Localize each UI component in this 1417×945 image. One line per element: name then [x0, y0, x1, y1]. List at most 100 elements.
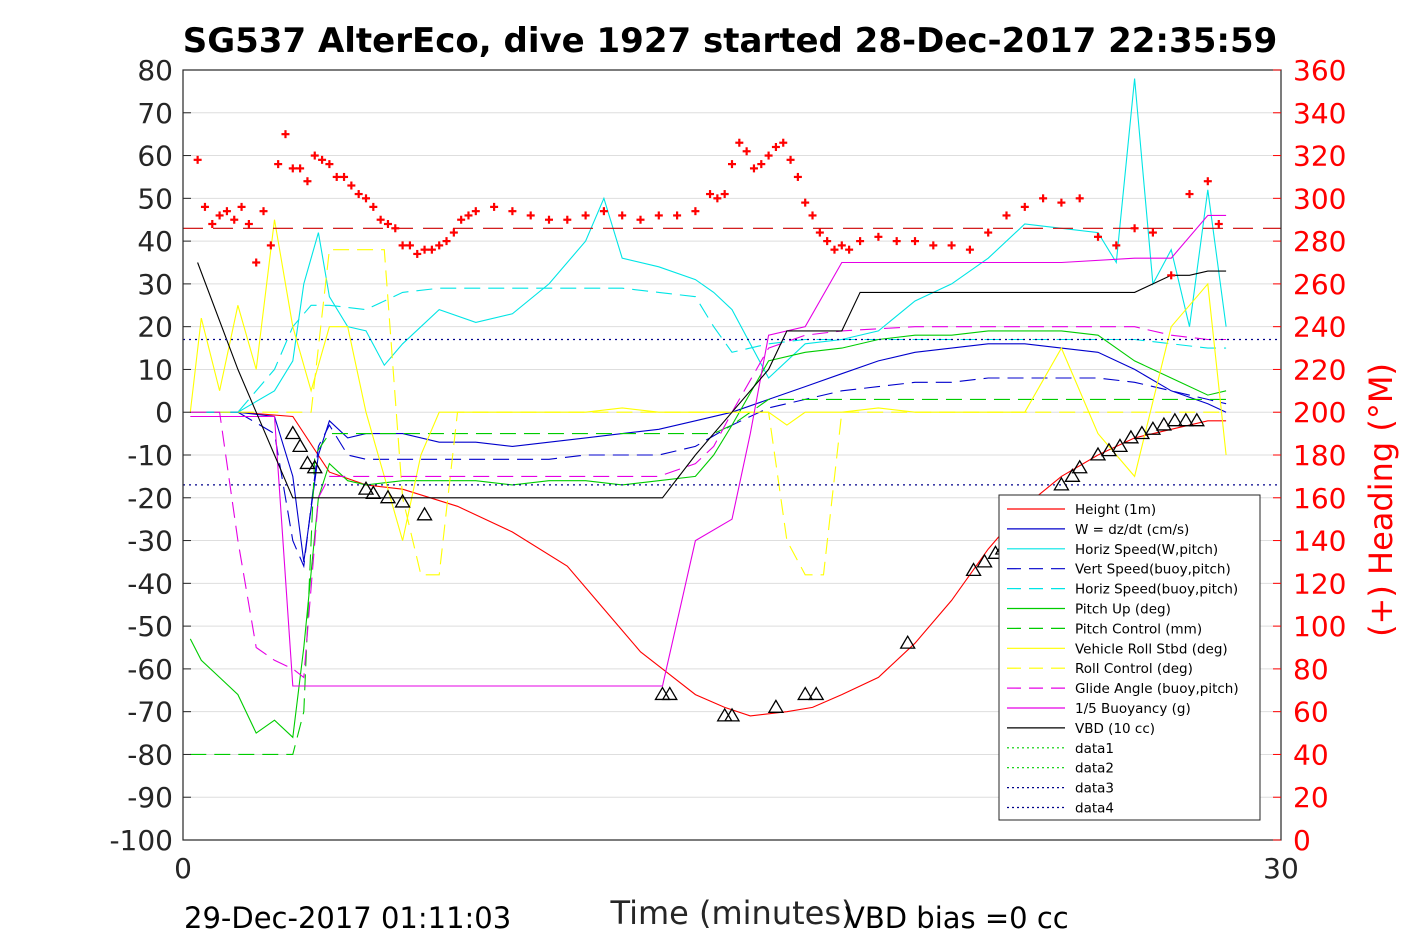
state-marker	[808, 686, 825, 701]
state-marker	[797, 686, 814, 701]
state-marker	[661, 686, 678, 701]
heading-point	[1185, 190, 1194, 199]
legend-entry: Glide Angle (buoy,pitch)	[1075, 681, 1239, 697]
heading-point	[296, 164, 305, 173]
state-marker	[284, 425, 301, 440]
heading-point	[742, 147, 751, 156]
state-marker	[1133, 425, 1151, 440]
heading-point	[354, 190, 363, 199]
heading-point	[1075, 194, 1084, 203]
heading-point	[793, 172, 802, 181]
heading-point	[713, 194, 722, 203]
y-tick-label: -70	[127, 696, 173, 729]
y-tick-label: -40	[127, 567, 173, 600]
state-marker	[1053, 476, 1070, 491]
legend-entry: Height (1m)	[1075, 502, 1156, 518]
heading-point	[654, 211, 663, 220]
heading-point	[449, 228, 458, 237]
y-right-tick-label: 120	[1293, 567, 1346, 600]
state-marker	[1177, 412, 1194, 427]
heading-point	[442, 237, 451, 246]
y-right-tick-label: 80	[1293, 653, 1329, 686]
y-axis-right-label: (+) Heading (°M)	[1362, 363, 1400, 637]
series-line-2	[190, 78, 1227, 413]
heading-point	[405, 241, 414, 250]
heading-point	[1214, 220, 1223, 228]
heading-point	[369, 202, 378, 211]
heading-point	[779, 138, 788, 147]
state-marker	[1064, 468, 1081, 482]
series-line-11	[197, 262, 1227, 499]
y-tick-label: 0	[155, 396, 173, 429]
y-right-tick-label: 260	[1293, 268, 1346, 301]
y-right-tick-label: 160	[1293, 482, 1346, 515]
y-right-tick-label: 140	[1293, 525, 1346, 558]
heading-point	[911, 237, 919, 246]
heading-point	[303, 177, 312, 186]
heading-point	[281, 130, 290, 139]
heading-point	[830, 245, 839, 254]
heading-point	[266, 241, 275, 250]
heading-point	[274, 160, 283, 169]
state-marker	[379, 489, 397, 504]
heading-point	[427, 245, 436, 254]
y-right-tick-label: 240	[1293, 311, 1346, 344]
y-tick-label: 20	[137, 311, 173, 344]
heading-point	[362, 194, 370, 203]
legend-entry: VBD (10 cc)	[1075, 721, 1155, 737]
heading-point	[383, 220, 392, 228]
heading-point	[252, 258, 261, 267]
heading-point	[856, 237, 865, 246]
heading-point	[215, 211, 224, 220]
y-tick-label: -30	[127, 525, 173, 558]
legend-entry: Horiz Speed(buoy,pitch)	[1075, 582, 1238, 598]
y-tick-label: 10	[137, 353, 173, 386]
state-marker	[1089, 446, 1107, 461]
y-right-tick-label: 340	[1293, 97, 1346, 130]
heading-point	[706, 190, 715, 199]
legend-entry: Vehicle Roll Stbd (deg)	[1075, 641, 1228, 657]
y-right-tick-label: 280	[1293, 225, 1346, 258]
state-marker	[1144, 421, 1162, 435]
heading-point	[720, 190, 729, 199]
heading-point	[457, 215, 466, 224]
state-marker	[1155, 416, 1173, 431]
heading-point	[244, 220, 253, 228]
legend-entry: data2	[1075, 761, 1114, 777]
heading-point	[310, 151, 319, 160]
heading-point	[1094, 232, 1102, 241]
heading-point	[874, 232, 883, 241]
state-marker	[716, 707, 733, 722]
heading-point	[728, 160, 736, 169]
heading-point	[749, 164, 758, 173]
heading-point	[636, 215, 645, 224]
y-right-tick-label: 20	[1293, 781, 1329, 814]
heading-point	[325, 160, 334, 169]
heading-point	[471, 207, 480, 216]
heading-point	[1020, 202, 1029, 211]
x-tick-label: 30	[1263, 852, 1299, 885]
state-marker	[654, 686, 671, 701]
heading-point	[581, 211, 590, 220]
state-marker	[767, 699, 785, 713]
plot-area	[183, 78, 1281, 755]
state-marker	[1122, 429, 1140, 444]
heading-point	[618, 211, 627, 220]
heading-point	[230, 215, 239, 224]
footer-timestamp: 29-Dec-2017 01:11:03	[184, 901, 511, 935]
heading-point	[815, 228, 824, 237]
legend-entry: data3	[1075, 781, 1114, 797]
heading-point	[965, 245, 974, 254]
heading-point	[464, 211, 473, 220]
heading-point	[391, 224, 400, 233]
heading-point	[1057, 198, 1066, 207]
heading-point	[771, 143, 780, 151]
legend-entry: Vert Speed(buoy,pitch)	[1075, 562, 1231, 578]
heading-point	[801, 198, 810, 207]
footer-vbd-bias: VBD bias =0 cc	[845, 901, 1069, 935]
y-tick-label: 40	[137, 225, 173, 258]
heading-point	[837, 241, 846, 250]
y-tick-label: -10	[127, 439, 173, 472]
heading-point	[673, 211, 682, 220]
